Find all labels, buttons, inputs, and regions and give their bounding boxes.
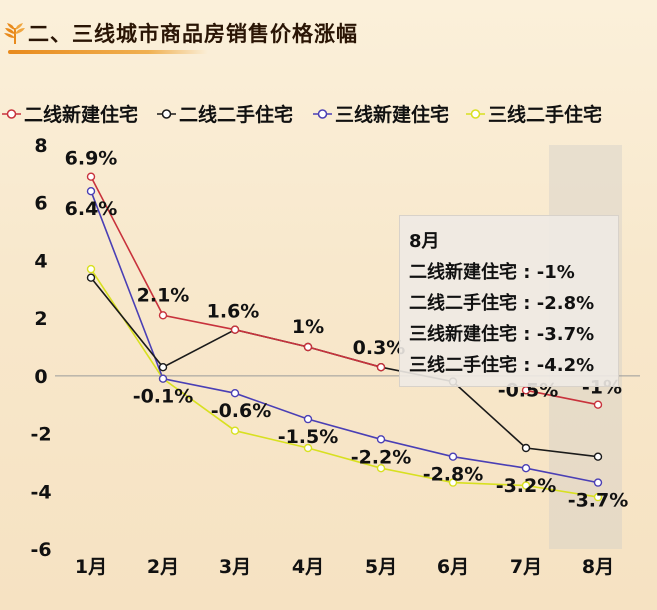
series-line-3 <box>90 190 599 484</box>
point-s3-8月 <box>593 478 603 487</box>
legend-marker-1 <box>6 109 17 119</box>
wheat-logo-icon <box>4 23 25 44</box>
series-points <box>86 172 603 502</box>
legend-label-3: 三线新建住宅 <box>335 103 449 126</box>
legend-label-1: 二线新建住宅 <box>24 103 138 126</box>
data-label-4: -0.1% <box>133 386 194 408</box>
point-s3-1月 <box>86 186 96 196</box>
data-label-1: 6.9% <box>65 148 118 170</box>
point-s1-5月 <box>376 363 386 372</box>
legend-item-3: 三线新建住宅 <box>313 103 449 126</box>
data-label-5: 1.6% <box>207 301 260 323</box>
legend-marker-4 <box>470 109 481 119</box>
point-s1-2月 <box>158 311 168 320</box>
point-s4-3月 <box>230 426 240 435</box>
legend-label-2: 二线二手住宅 <box>179 103 293 126</box>
y-tick--6: -6 <box>30 539 51 561</box>
point-s1-1月 <box>86 172 96 181</box>
point-s3-3月 <box>230 389 240 398</box>
point-s3-5月 <box>376 435 386 444</box>
point-s3-7月 <box>521 464 531 473</box>
point-s2-8月 <box>593 452 603 461</box>
y-axis: -6 -4 -2 0 2 4 6 8 <box>30 135 51 561</box>
point-s4-1月 <box>86 264 96 274</box>
legend-item-2: 二线二手住宅 <box>157 103 293 126</box>
data-labels: 6.9% 6.4% 2.1% -0.1% 1.6% -0.6% 1% -1.5% 0.3% -2.… <box>65 148 629 512</box>
page-title: 二、三线城市商品房销售价格涨幅 <box>28 22 358 46</box>
point-s3-4月 <box>303 414 313 424</box>
x-tick-8月: 8月 <box>582 556 614 578</box>
x-axis: 1月 2月 3月 4月 5月 6月 7月 8月 <box>75 556 614 578</box>
legend-label-4: 三线二手住宅 <box>488 103 602 126</box>
point-s4-7月 <box>521 481 531 490</box>
data-label-8: -1.5% <box>278 426 339 448</box>
legend: 二线新建住宅 二线二手住宅 三线新建住宅 三线二手住宅 <box>2 103 602 126</box>
legend-marker-3 <box>317 109 328 119</box>
x-tick-6月: 6月 <box>437 556 469 578</box>
y-tick-0: 0 <box>34 366 47 388</box>
tooltip-row-4: 三线二手住宅 : -4.2% <box>409 355 595 376</box>
data-label-11: -2.8% <box>423 464 484 486</box>
x-tick-3月: 3月 <box>219 556 251 578</box>
point-s2-1月 <box>86 273 96 282</box>
tooltip-row-1: 二线新建住宅 : -1% <box>409 262 575 283</box>
data-label-13: -3.2% <box>496 475 557 497</box>
point-s4-6月 <box>448 478 458 487</box>
x-tick-5月: 5月 <box>365 556 397 578</box>
legend-item-1: 二线新建住宅 <box>2 103 138 126</box>
point-s4-4月 <box>303 443 313 453</box>
point-s4-8月 <box>593 492 603 502</box>
data-label-9: 0.3% <box>353 337 406 359</box>
point-s4-5月 <box>376 464 386 473</box>
point-s2-2月 <box>158 363 168 372</box>
series-line-4 <box>90 268 599 498</box>
point-s1-4月 <box>303 342 313 352</box>
tooltip-row-3: 三线新建住宅 : -3.7% <box>409 324 595 345</box>
x-tick-7月: 7月 <box>510 556 542 578</box>
data-label-6: -0.6% <box>211 400 272 422</box>
y-tick-8: 8 <box>34 135 47 157</box>
point-s1-8月 <box>593 400 603 409</box>
y-tick-2: 2 <box>34 308 47 330</box>
x-tick-2月: 2月 <box>147 556 179 578</box>
legend-marker-2 <box>161 109 172 119</box>
y-tick-4: 4 <box>34 250 47 272</box>
point-s3-6月 <box>448 452 458 461</box>
title-underline <box>8 50 208 54</box>
data-label-3: 2.1% <box>137 284 190 306</box>
legend-item-4: 三线二手住宅 <box>466 103 602 126</box>
y-tick-6: 6 <box>34 193 47 215</box>
y-tick--4: -4 <box>30 481 51 503</box>
tooltip-month: 8月 <box>409 231 440 252</box>
x-tick-4月: 4月 <box>292 556 324 578</box>
tooltip-row-2: 二线二手住宅 : -2.8% <box>409 293 595 314</box>
header: 二、三线城市商品房销售价格涨幅 <box>0 0 657 60</box>
point-s1-3月 <box>230 325 240 334</box>
y-tick--2: -2 <box>30 424 51 446</box>
data-label-10: -2.2% <box>351 446 412 468</box>
x-tick-1月: 1月 <box>75 556 107 578</box>
tooltip: 8月 二线新建住宅 : -1% 二线二手住宅 : -2.8% 三线新建住宅 : … <box>399 215 619 387</box>
point-s2-7月 <box>521 443 531 453</box>
point-s3-2月 <box>158 374 168 383</box>
data-label-2: 6.4% <box>65 198 118 220</box>
data-label-7: 1% <box>292 316 324 338</box>
data-label-15: -3.7% <box>568 490 629 512</box>
